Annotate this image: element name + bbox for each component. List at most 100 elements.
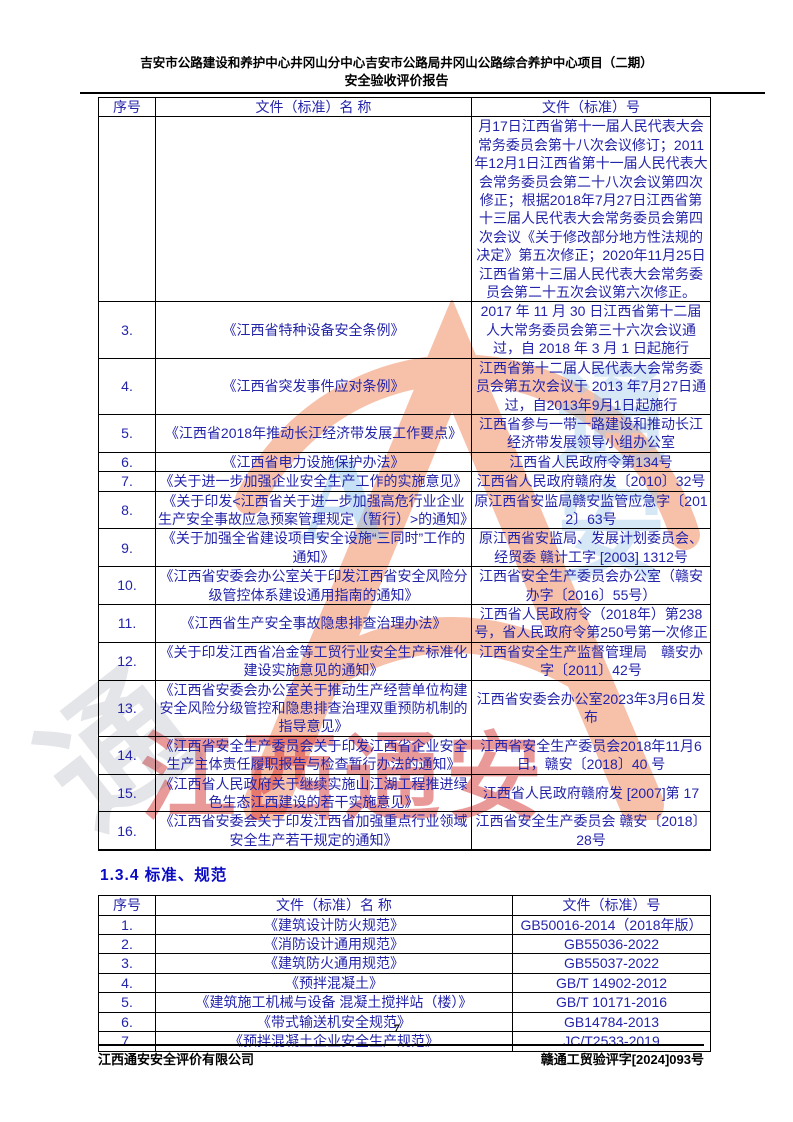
row-no: 9. [98, 528, 156, 568]
doc-name: 《江西省2018年推动长江经济带发展工作要点》 [155, 413, 472, 453]
doc-ref: 2017 年 11 月 30 日江西省第十二届人大常务委员会第三十六次会议通过，… [471, 301, 711, 359]
row-no: 10. [98, 566, 156, 605]
table-row: 3. 《建筑防火通用规范》 GB55037-2022 [98, 953, 711, 974]
doc-ref: 江西省安全生产委员会2018年11月6日，赣安〔2018〕40 号 [471, 735, 711, 775]
row-no: 5. [98, 992, 156, 1013]
page-content: 序号 文件（标准）名 称 文件（标准）号 月17日江西省第十一届人民代表大会常务… [98, 96, 711, 1052]
col-header-name: 文件（标准）名 称 [155, 96, 472, 118]
doc-name: 《关于加强全省建设项目安全设施“三同时”工作的通知》 [155, 528, 472, 568]
doc-name [155, 849, 472, 852]
row-no: 16. [98, 811, 156, 851]
row-no: 8. [98, 490, 156, 530]
table-row: 7. 《关于进一步加强企业安全生产工作的实施意见》 江西省人民政府赣府发〔201… [98, 471, 711, 492]
doc-name: 《关于印发江西省冶金等工贸行业安全生产标准化建设实施意见的通知》 [155, 641, 472, 681]
doc-ref: 江西省人民政府令第134号 [471, 451, 711, 473]
row-no: 4. [98, 357, 156, 415]
doc-name [155, 116, 472, 303]
table-row: 5. 《江西省2018年推动长江经济带发展工作要点》 江西省参与一带一路建设和推… [98, 413, 711, 453]
running-header-line1: 吉安市公路建设和养护中心井冈山分中心吉安市公路局井冈山公路综合养护中心项目（二期… [140, 56, 653, 70]
doc-name: 《关于印发<江西省关于进一步加强高危行业企业生产安全事故应急预案管理规定（暂行）… [155, 490, 474, 530]
doc-ref: 江西省安委会办公室2023年3月6日发布 [471, 679, 711, 737]
row-no: 2. [98, 934, 156, 955]
table-row [98, 849, 711, 852]
row-no: 6. [98, 451, 156, 473]
table-header-row: 序号 文件（标准）名 称 文件（标准）号 [98, 96, 711, 118]
header-rule [80, 92, 765, 94]
row-no: 15. [98, 773, 156, 813]
col-header-name: 文件（标准）名 称 [155, 895, 513, 916]
doc-ref: 江西省安全生产委员会办公室（赣安办字〔2016〕55号） [471, 566, 711, 605]
regulations-table: 序号 文件（标准）名 称 文件（标准）号 月17日江西省第十一届人民代表大会常务… [98, 96, 711, 852]
doc-name: 《带式输送机安全规范》 [155, 1011, 513, 1033]
doc-ref: 江西省人民政府赣府发〔2010〕32号 [471, 471, 711, 492]
doc-ref: 原江西省安监局、发展计划委员会、经贸委 赣计工字 [2003] 1312号 [471, 528, 711, 568]
col-header-no: 序号 [98, 96, 156, 118]
doc-ref: GB/T 14902-2012 [512, 972, 711, 994]
row-no: 7. [98, 1031, 156, 1052]
doc-ref [471, 849, 711, 852]
table-row: 6. 《江西省电力设施保护办法》 江西省人民政府令第134号 [98, 451, 711, 473]
doc-ref: 月17日江西省第十一届人民代表大会常务委员会第十八次会议修订；2011年12月1… [471, 116, 711, 303]
row-no: 3. [98, 301, 156, 359]
doc-name: 《江西省人民政府关于继续实施山江湖工程推进绿色生态江西建设的若干实施意见》 [155, 773, 472, 813]
table-row: 3. 《江西省特种设备安全条例》 2017 年 11 月 30 日江西省第十二届… [98, 301, 711, 359]
section-heading: 1.3.4 标准、规范 [100, 867, 228, 885]
row-no: 4. [98, 972, 156, 994]
table-row: 8. 《关于印发<江西省关于进一步加强高危行业企业生产安全事故应急预案管理规定（… [98, 490, 711, 530]
row-no: 11. [98, 603, 156, 643]
table-row: 4. 《江西省突发事件应对条例》 江西省第十二届人民代表大会常务委员会第五次会议… [98, 357, 711, 415]
table-row: 15. 《江西省人民政府关于继续实施山江湖工程推进绿色生态江西建设的若干实施意见… [98, 773, 711, 813]
doc-name: 《消防设计通用规范》 [155, 934, 513, 955]
table-row: 4. 《预拌混凝土》 GB/T 14902-2012 [98, 972, 711, 994]
table-row: 5. 《建筑施工机械与设备 混凝土搅拌站（楼）》 GB/T 10171-2016 [98, 992, 711, 1013]
doc-ref: GB55036-2022 [512, 934, 711, 955]
col-header-no: 序号 [98, 895, 156, 916]
doc-ref: 江西省人民政府赣府发 [2007]第 17 [471, 773, 711, 813]
doc-name: 《建筑设计防火规范》 [155, 914, 513, 936]
table-row: 12. 《关于印发江西省冶金等工贸行业安全生产标准化建设实施意见的通知》 江西省… [98, 641, 711, 681]
col-header-ref: 文件（标准）号 [512, 895, 711, 916]
table-row: 9. 《关于加强全省建设项目安全设施“三同时”工作的通知》 原江西省安监局、发展… [98, 528, 711, 568]
table-row: 2. 《消防设计通用规范》 GB55036-2022 [98, 934, 711, 955]
table-row: 11. 《江西省生产安全事故隐患排查治理办法》 江西省人民政府令（2018年）第… [98, 603, 711, 643]
doc-ref: 江西省人民政府令（2018年）第238号，省人民政府令第250号第一次修正 [471, 603, 711, 643]
row-no: 14. [98, 735, 156, 775]
page-footer: 江西通安安全评价有限公司 赣通工贸验评字[2024]093号 [98, 1049, 704, 1068]
page-number: 7 [393, 1021, 400, 1035]
doc-name: 《江西省电力设施保护办法》 [155, 451, 472, 473]
row-no: 7. [98, 471, 156, 492]
doc-name: 《江西省生产安全事故隐患排查治理办法》 [155, 603, 472, 643]
running-header: 吉安市公路建设和养护中心井冈山分中心吉安市公路局井冈山公路综合养护中心项目（二期… [54, 55, 739, 89]
col-header-ref: 文件（标准）号 [471, 96, 711, 118]
row-no: 5. [98, 413, 156, 453]
doc-ref: GB50016-2014（2018年版） [512, 914, 711, 936]
row-no [98, 116, 156, 303]
doc-name: 《预拌混凝土》 [155, 972, 513, 994]
table-row: 月17日江西省第十一届人民代表大会常务委员会第十八次会议修订；2011年12月1… [98, 116, 711, 303]
doc-ref: GB55037-2022 [512, 953, 711, 974]
row-no: 13. [98, 679, 156, 737]
doc-name: 《江西省特种设备安全条例》 [155, 301, 472, 359]
row-no [98, 849, 156, 852]
doc-name: 《江西省安委会办公室关于印发江西省安全风险分级管控体系建设通用指南的通知》 [155, 566, 472, 605]
table-row: 13. 《江西省安委会办公室关于推动生产经营单位构建安全风险分级管控和隐患排查治… [98, 679, 711, 737]
doc-ref: GB14784-2013 [512, 1011, 711, 1033]
row-no: 1. [98, 914, 156, 936]
table-row: 14. 《江西省安全生产委员会关于印发江西省企业安全生产主体责任履职报告与检查暂… [98, 735, 711, 775]
table-row: 10. 《江西省安委会办公室关于印发江西省安全风险分级管控体系建设通用指南的通知… [98, 566, 711, 605]
running-header-line2: 安全验收评价报告 [344, 73, 449, 88]
row-no: 3. [98, 953, 156, 974]
standards-table: 序号 文件（标准）名 称 文件（标准）号 1. 《建筑设计防火规范》 GB500… [98, 895, 711, 1052]
doc-ref: 江西省安全生产监督管理局 赣安办字〔2011〕42号 [471, 641, 711, 681]
doc-ref: 江西省参与一带一路建设和推动长江经济带发展领导小组办公室 [471, 413, 711, 453]
table-row: 1. 《建筑设计防火规范》 GB50016-2014（2018年版） [98, 914, 711, 936]
doc-ref: 江西省安全生产委员会 赣安〔2018〕28号 [471, 811, 711, 851]
footer-rule [98, 1044, 704, 1046]
doc-name: 《江西省突发事件应对条例》 [155, 357, 472, 415]
footer-company-name: 江西通安安全评价有限公司 [98, 1052, 255, 1067]
doc-name: 《江西省安全生产委员会关于印发江西省企业安全生产主体责任履职报告与检查暂行办法的… [155, 735, 472, 775]
doc-name: 《关于进一步加强企业安全生产工作的实施意见》 [155, 471, 472, 492]
doc-name: 《建筑施工机械与设备 混凝土搅拌站（楼）》 [155, 992, 513, 1013]
doc-name: 《江西省安委会关于印发江西省加强重点行业领域安全生产若干规定的通知》 [155, 811, 472, 851]
